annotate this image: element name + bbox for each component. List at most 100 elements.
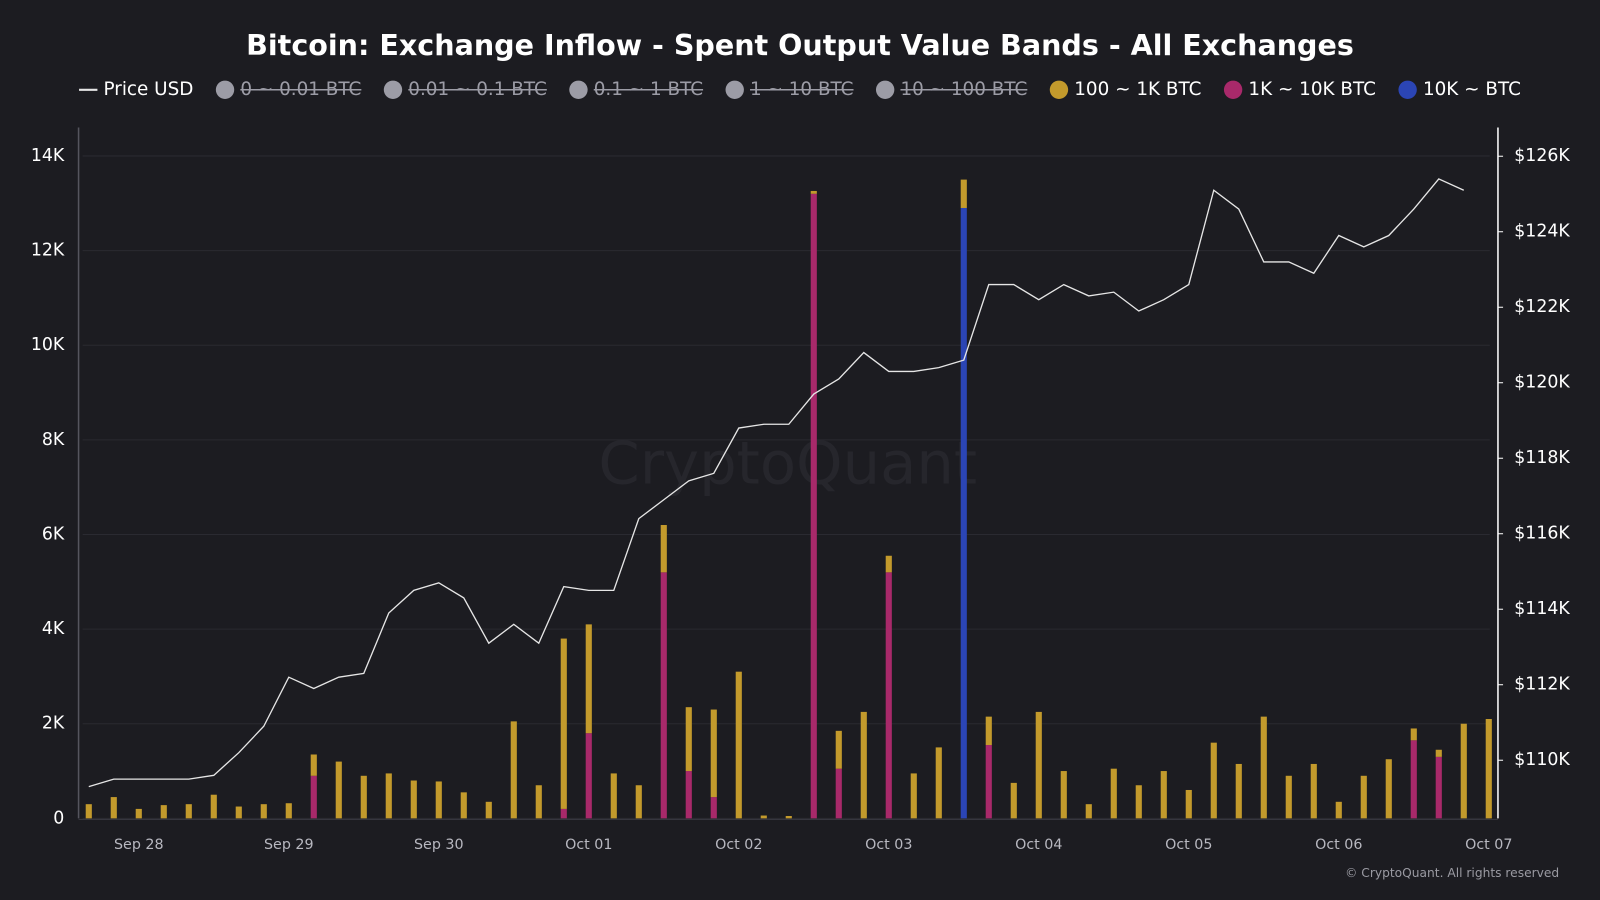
bar-segment	[935, 747, 942, 819]
bar-segment	[535, 785, 542, 819]
bar-segment	[1435, 749, 1442, 757]
bar-segment	[1210, 742, 1217, 819]
bar-segment	[1060, 771, 1067, 819]
bar-segment	[1185, 789, 1192, 819]
bar-segment	[910, 773, 917, 819]
y2-tick-label: $124K	[1514, 222, 1570, 242]
bar-segment	[1335, 801, 1342, 819]
legend-dot	[569, 80, 588, 99]
bar-segment	[985, 716, 992, 746]
bar-segment	[960, 207, 967, 819]
bar-segment	[885, 555, 892, 573]
legend-dot	[215, 80, 235, 99]
bar-segment	[460, 792, 467, 819]
legend-label: 10K ~ BTC	[1423, 79, 1521, 100]
bar-segment	[560, 638, 567, 809]
legend-label: 100 ~ 1K BTC	[1074, 79, 1201, 100]
bar-segment	[410, 780, 417, 819]
bar-segment	[710, 709, 717, 798]
bar-segment	[785, 816, 792, 819]
bar-segment	[610, 773, 617, 819]
legend-item[interactable]: 1K ~ 10K BTC	[1223, 79, 1376, 100]
legend-item[interactable]: 0.01 ~ 0.1 BTC	[383, 79, 547, 100]
bar-segment	[635, 785, 642, 819]
legend-dot	[725, 80, 744, 99]
y-tick-label: 10K	[31, 335, 65, 355]
credit: © CryptoQuant. All rights reserved	[1345, 866, 1559, 880]
bar-segment	[1160, 771, 1167, 819]
y2-tick-label: $114K	[1514, 599, 1570, 619]
bar-segment	[510, 721, 517, 819]
bar-segment	[710, 797, 717, 819]
bar-segment	[560, 808, 567, 819]
y2-tick-label: $110K	[1514, 750, 1570, 770]
bar-segment	[160, 805, 167, 819]
legend-item[interactable]: 10K ~ BTC	[1398, 79, 1521, 100]
bar-segment	[660, 572, 667, 819]
bar-segment	[210, 794, 217, 819]
bar-segment	[1235, 763, 1242, 819]
bar-segment	[735, 671, 742, 819]
y-tick-label: 8K	[42, 430, 65, 450]
legend-item[interactable]: 0.1 ~ 1 BTC	[569, 79, 704, 100]
legend-item[interactable]: Price USD	[79, 79, 193, 100]
bar-segment	[285, 803, 292, 819]
bar-segment	[1285, 775, 1292, 819]
x-tick-label: Oct 02	[715, 837, 762, 853]
bar-segment	[835, 768, 842, 819]
bar-segment	[1435, 756, 1442, 819]
bar-segment	[385, 773, 392, 819]
x-tick-label: Oct 01	[565, 837, 612, 853]
y-tick-label: 2K	[42, 714, 65, 734]
bar-segment	[860, 711, 867, 819]
price-line	[88, 178, 1465, 788]
y-tick-label: 0	[53, 808, 64, 828]
x-tick-label: Oct 04	[1015, 837, 1062, 853]
y2-tick-label: $120K	[1514, 373, 1570, 393]
legend-dot	[1223, 80, 1243, 99]
legend-item[interactable]: 1 ~ 10 BTC	[725, 79, 854, 100]
legend-dot	[383, 80, 403, 99]
bar-segment	[660, 525, 667, 573]
y-tick-label: 6K	[42, 524, 65, 544]
bar-segment	[1010, 782, 1017, 819]
bar-segment	[810, 190, 817, 194]
bar-segment	[985, 745, 992, 819]
bar-segment	[1460, 723, 1467, 819]
bar-segment	[1410, 728, 1417, 741]
y-tick-label: 14K	[31, 146, 65, 166]
bar-segment	[1485, 719, 1492, 819]
bar-segment	[1360, 775, 1367, 819]
bar-segment	[485, 801, 492, 819]
legend-label: Price USD	[104, 79, 194, 100]
bar-segment	[685, 771, 692, 819]
y-tick-label: 4K	[42, 619, 65, 639]
y2-tick-label: $116K	[1514, 524, 1570, 544]
bar-segment	[1260, 716, 1267, 819]
x-tick-label: Oct 07	[1465, 837, 1512, 853]
bar-segment	[810, 193, 817, 819]
legend-item[interactable]: 10 ~ 100 BTC	[875, 79, 1027, 100]
bar-segment	[1385, 759, 1392, 819]
y2-tick-label: $122K	[1514, 297, 1570, 317]
bar-segment	[1085, 804, 1092, 819]
bar-segment	[335, 761, 342, 819]
bar-segment	[235, 806, 242, 819]
watermark: CryptoQuant	[598, 428, 977, 497]
bar-segment	[135, 808, 142, 819]
bar-segment	[585, 624, 592, 734]
y2-tick-label: $112K	[1514, 675, 1570, 695]
legend-item[interactable]: 100 ~ 1K BTC	[1049, 79, 1202, 100]
legend-label: 1K ~ 10K BTC	[1248, 79, 1376, 100]
bar-segment	[310, 754, 317, 776]
bar-segment	[1035, 711, 1042, 819]
bar-segment	[1410, 740, 1417, 819]
legend-item[interactable]: 0 ~ 0.01 BTC	[215, 79, 362, 100]
x-tick-label: Oct 06	[1315, 837, 1362, 853]
y2-tick-label: $118K	[1514, 448, 1570, 468]
bar-segment	[685, 707, 692, 772]
x-tick-label: Sep 28	[114, 837, 164, 853]
y2-tick-label: $126K	[1514, 146, 1570, 166]
